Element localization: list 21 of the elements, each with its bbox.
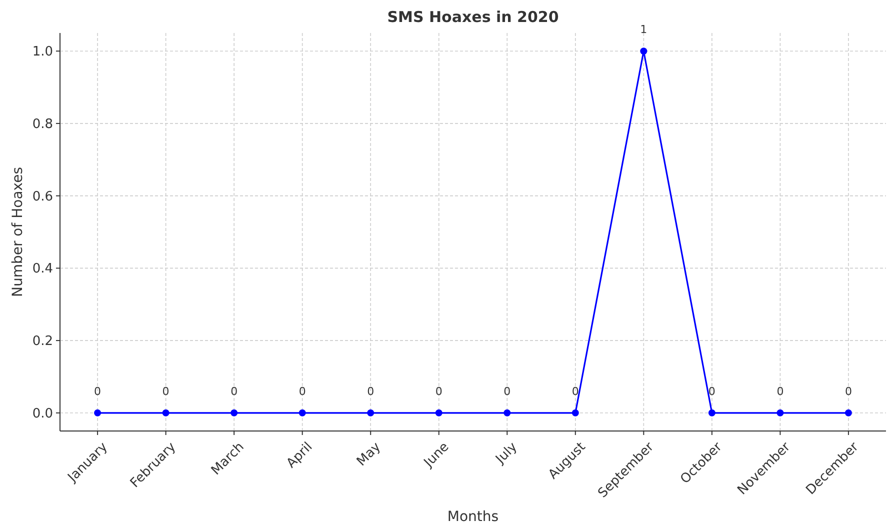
y-tick-label: 1.0 <box>32 44 53 60</box>
data-label: 0 <box>776 384 784 398</box>
y-tick-label: 0.6 <box>32 189 53 204</box>
data-label: 0 <box>367 384 374 398</box>
data-label: 0 <box>572 384 579 398</box>
data-label: 1 <box>640 23 648 36</box>
y-tick-label: 0.2 <box>32 334 53 350</box>
data-label: 0 <box>844 384 852 398</box>
data-label: 0 <box>94 384 102 398</box>
data-label: 0 <box>298 384 306 398</box>
data-label: 0 <box>435 384 442 398</box>
x-axis-title: Months <box>447 509 499 523</box>
y-tick-label: 0.0 <box>32 406 53 422</box>
y-tick-label: 0.8 <box>32 117 53 132</box>
y-tick-label: 0.4 <box>32 262 53 277</box>
data-label: 0 <box>230 384 238 398</box>
data-label: 0 <box>708 384 716 398</box>
data-label: 0 <box>162 384 170 398</box>
chart-title: SMS Hoaxes in 2020 <box>387 8 559 26</box>
data-label: 0 <box>504 384 511 398</box>
y-axis-title: Number of Hoaxes <box>10 166 26 298</box>
